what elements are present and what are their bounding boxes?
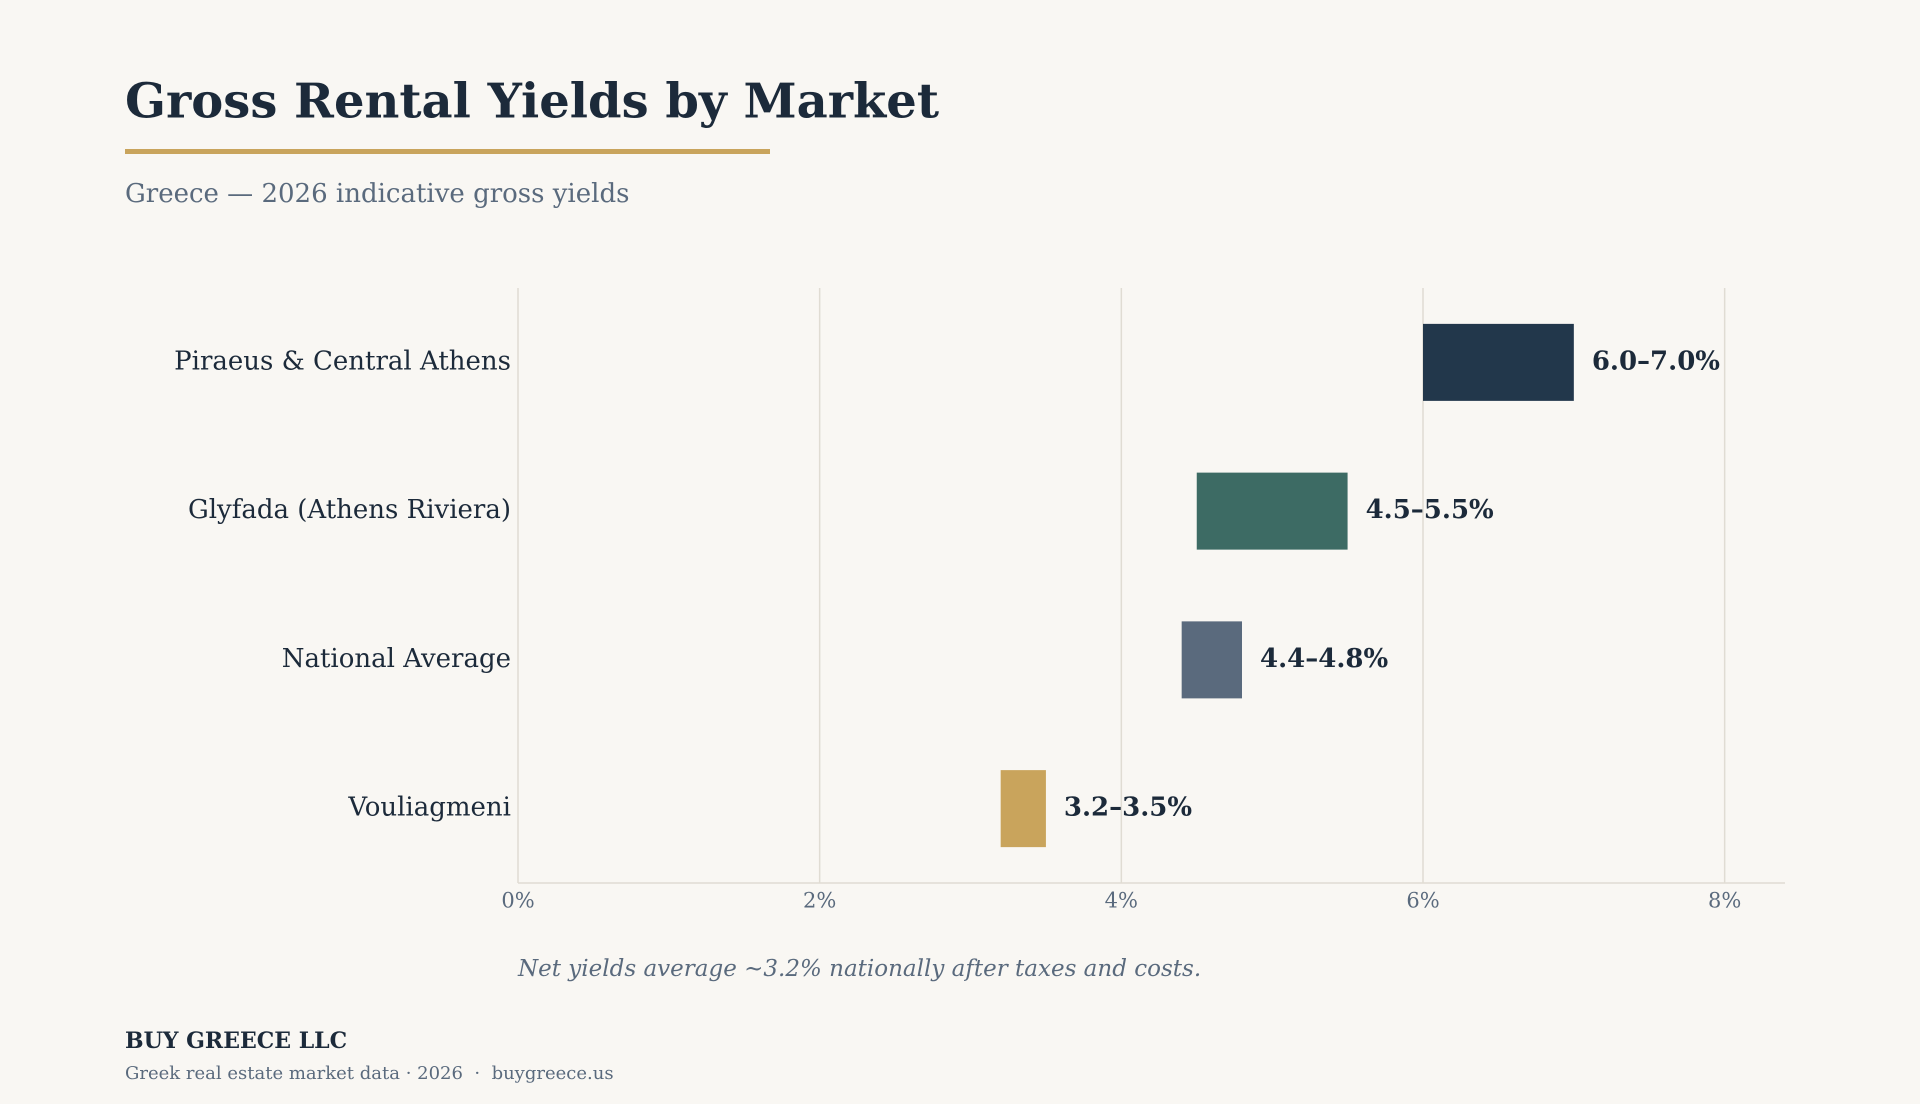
value-label: 6.0–7.0%: [1592, 346, 1720, 376]
x-tick-label: 6%: [1406, 889, 1439, 913]
x-tick-label: 8%: [1708, 889, 1741, 913]
bar: [1423, 323, 1574, 401]
footer-company: BUY GREECE LLC: [125, 1028, 347, 1054]
y-tick-label: Vouliagmeni: [347, 793, 511, 823]
footer-tagline: Greek real estate market data · 2026 · b…: [125, 1063, 614, 1084]
bar: [1000, 770, 1046, 848]
title-underline: [125, 149, 770, 154]
y-tick-label: Piraeus & Central Athens: [174, 346, 511, 376]
x-tick-label: 4%: [1105, 889, 1138, 913]
bar: [1181, 621, 1242, 699]
chart-title: Gross Rental Yields by Market: [125, 74, 939, 130]
bar: [1196, 472, 1348, 550]
value-label: 4.5–5.5%: [1366, 495, 1494, 525]
y-tick-label: Glyfada (Athens Riviera): [188, 495, 511, 525]
x-tick-label: 0%: [501, 889, 534, 913]
chart-note: Net yields average ~3.2% nationally afte…: [517, 956, 1201, 982]
chart-subtitle: Greece — 2026 indicative gross yields: [125, 179, 629, 209]
x-tick-label: 2%: [803, 889, 836, 913]
y-tick-label: National Average: [282, 644, 511, 674]
value-label: 3.2–3.5%: [1064, 793, 1192, 823]
value-label: 4.4–4.8%: [1260, 644, 1388, 674]
